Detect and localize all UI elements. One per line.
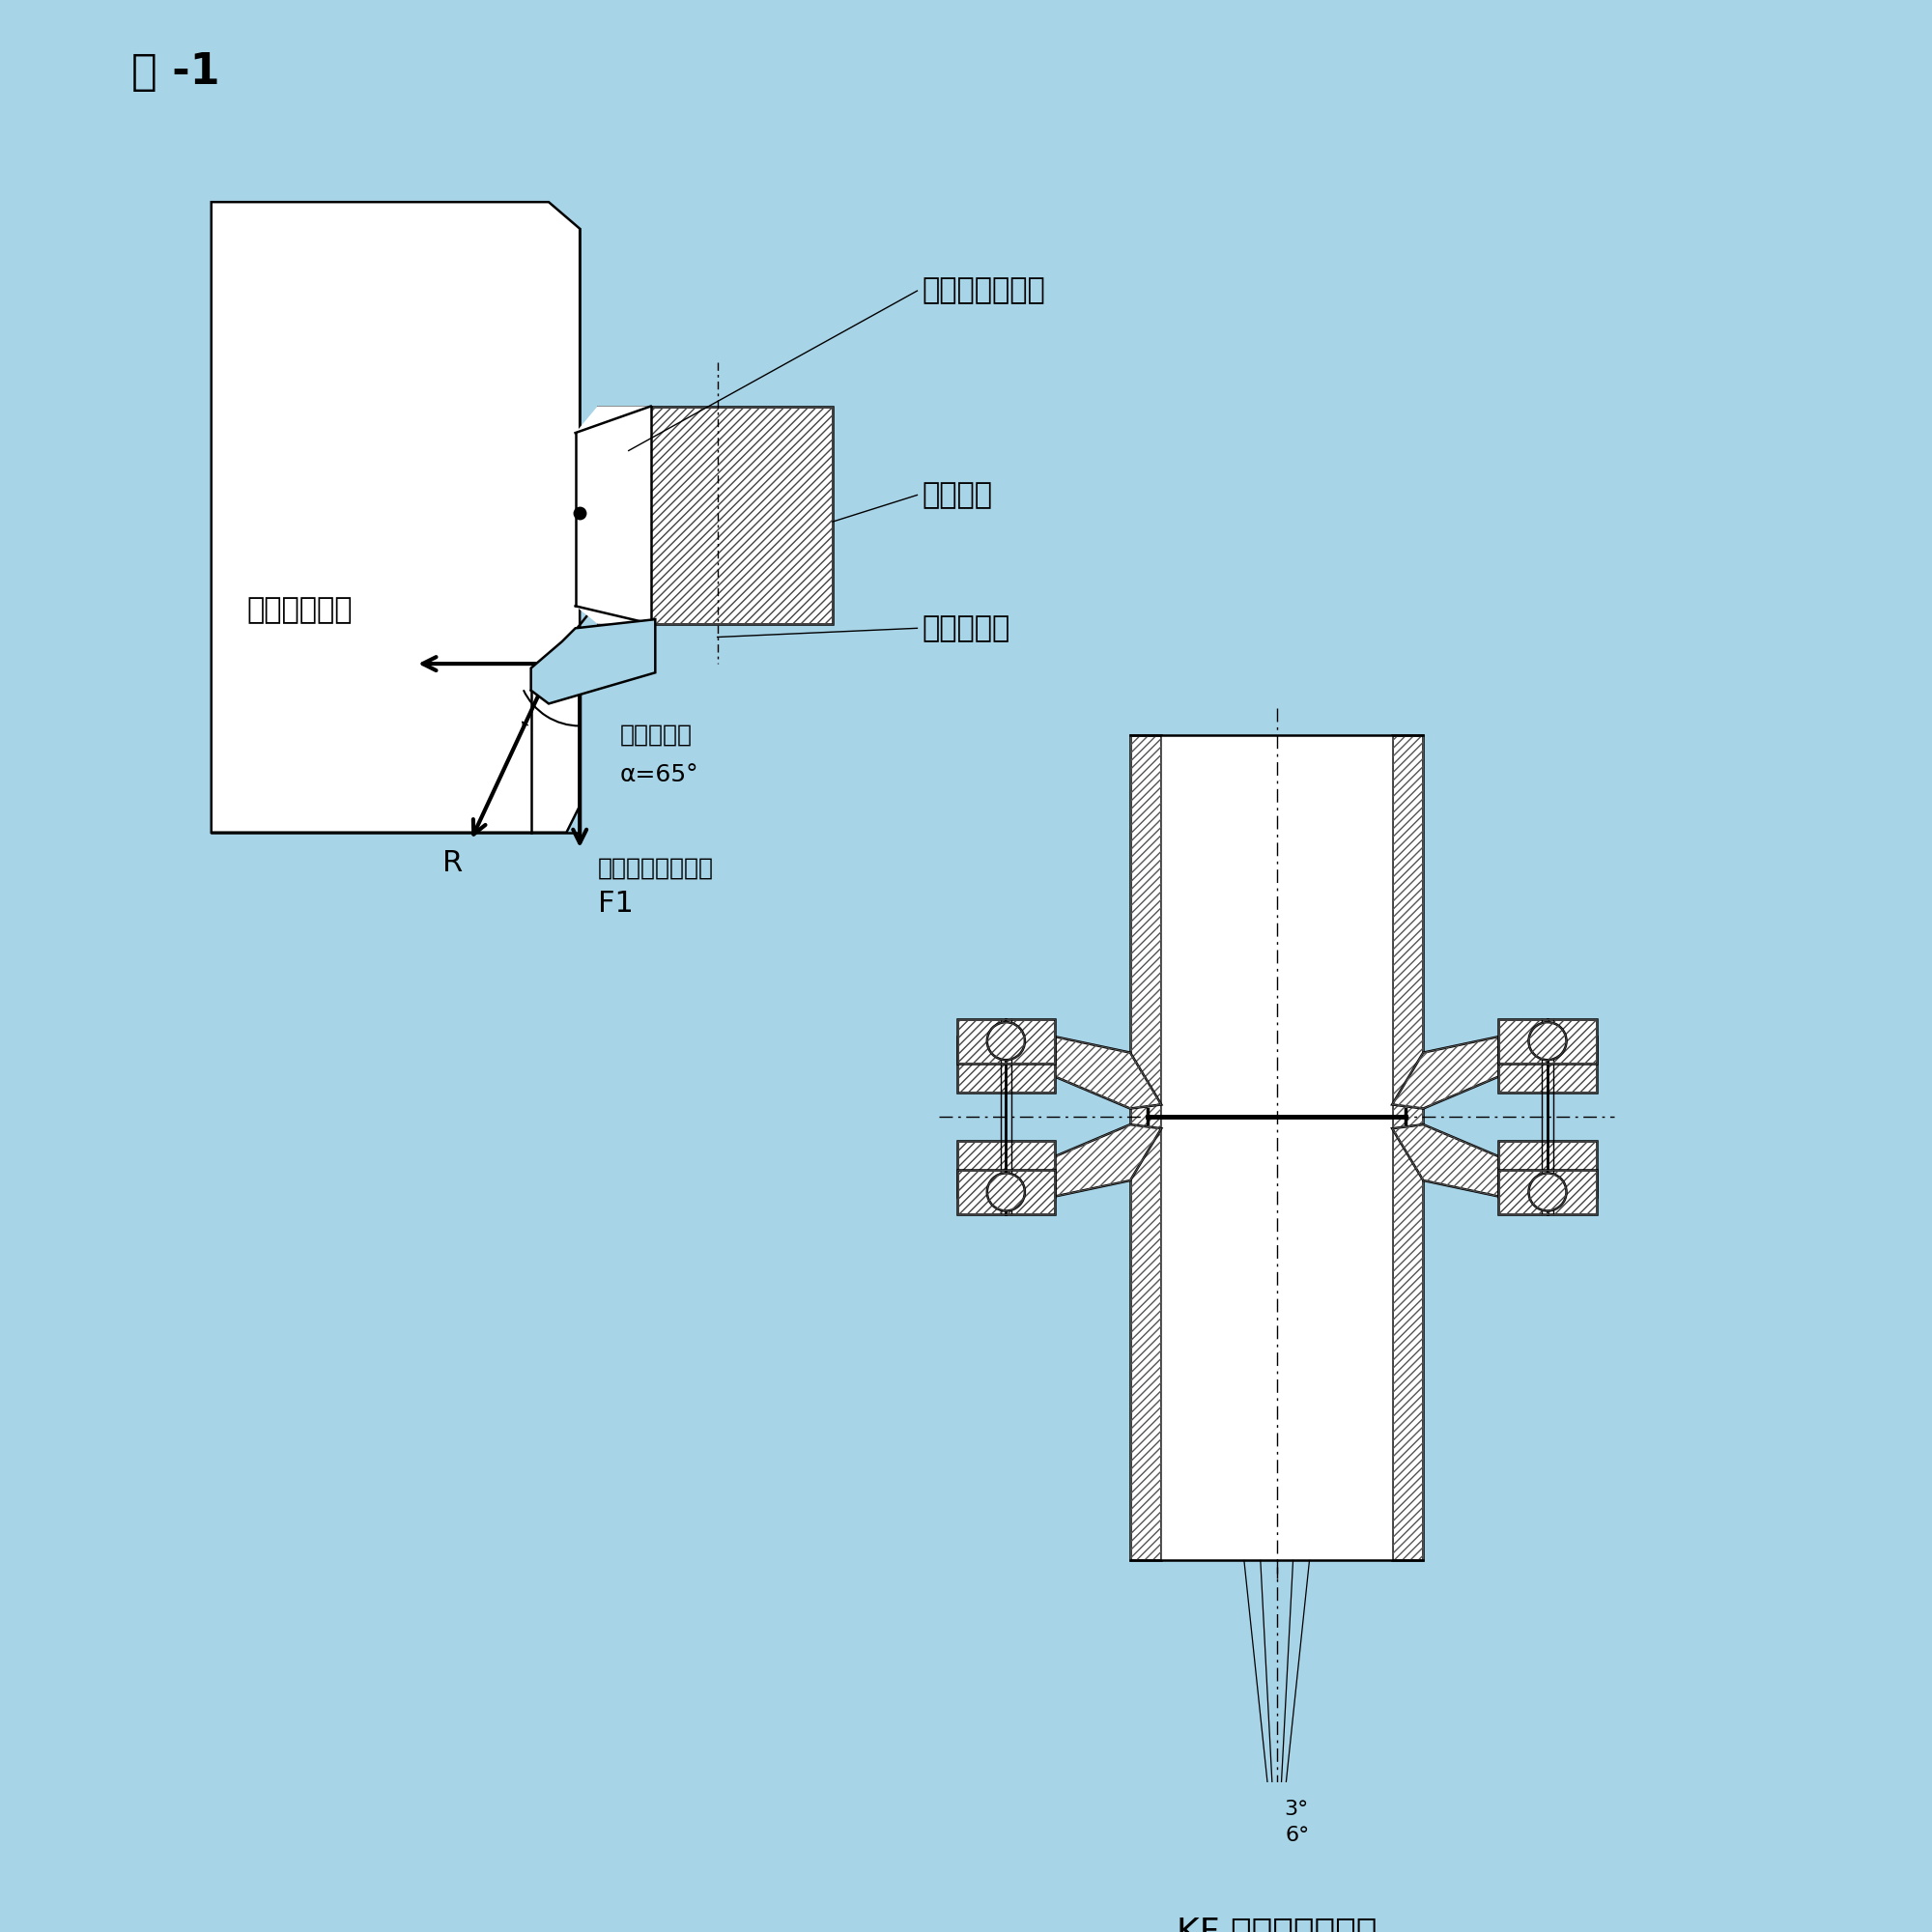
Polygon shape: [1393, 1124, 1499, 1196]
Text: 締め金具: 締め金具: [922, 481, 993, 508]
Ellipse shape: [987, 1022, 1024, 1061]
Polygon shape: [1499, 1018, 1596, 1063]
Text: 3°: 3°: [1285, 1799, 1308, 1818]
Polygon shape: [576, 406, 651, 624]
Ellipse shape: [1528, 1022, 1567, 1061]
Polygon shape: [1055, 1124, 1161, 1196]
Polygon shape: [597, 406, 833, 624]
Polygon shape: [1130, 734, 1161, 1561]
Polygon shape: [956, 1018, 1055, 1063]
Polygon shape: [1499, 1169, 1596, 1213]
Text: 半径方向の力: 半径方向の力: [247, 597, 354, 624]
Text: フランジ角: フランジ角: [620, 723, 692, 746]
Polygon shape: [211, 203, 580, 833]
Text: α=65°: α=65°: [620, 763, 699, 786]
Text: 図 -1: 図 -1: [131, 50, 220, 93]
Text: F1: F1: [597, 889, 634, 918]
Polygon shape: [1055, 1037, 1161, 1109]
Polygon shape: [1161, 734, 1393, 1561]
Polygon shape: [1499, 1140, 1596, 1196]
Text: フランジ締付け力: フランジ締付け力: [597, 856, 713, 879]
Text: 6°: 6°: [1285, 1826, 1310, 1845]
Polygon shape: [956, 1037, 1055, 1094]
Polygon shape: [956, 1140, 1055, 1196]
Polygon shape: [531, 620, 655, 703]
Polygon shape: [1393, 734, 1424, 1561]
Text: KF フランジ締付図: KF フランジ締付図: [1177, 1917, 1378, 1932]
Polygon shape: [956, 1169, 1055, 1213]
Text: R: R: [442, 848, 464, 877]
Text: ガラスフランジ: ガラスフランジ: [922, 276, 1045, 305]
Text: インサート: インサート: [922, 614, 1010, 641]
Polygon shape: [1499, 1037, 1596, 1094]
Ellipse shape: [987, 1173, 1024, 1211]
Polygon shape: [1393, 1037, 1499, 1109]
Ellipse shape: [1528, 1173, 1567, 1211]
